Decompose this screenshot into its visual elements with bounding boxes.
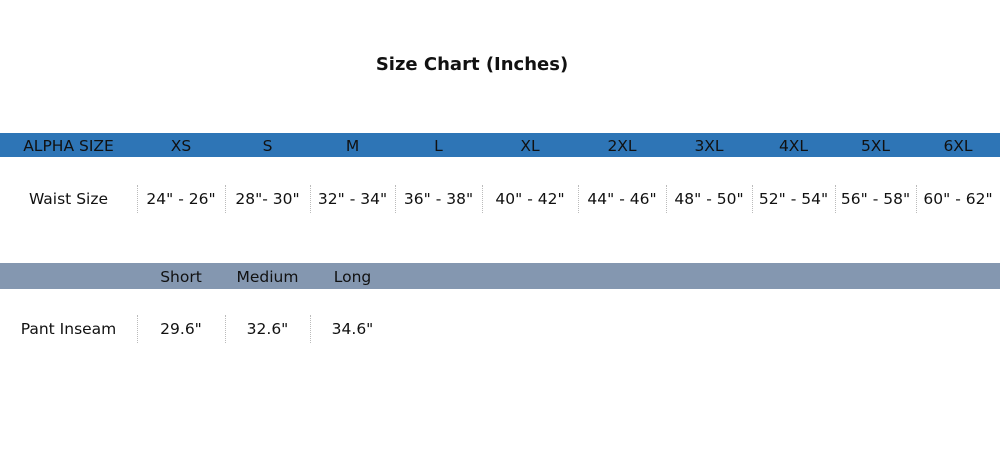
header-cell: Long <box>333 268 372 286</box>
data-cell: 32" - 34" <box>317 190 388 208</box>
header-cell: XS <box>170 137 192 155</box>
row-label: Waist Size <box>28 190 109 208</box>
data-cell: 34.6" <box>331 320 374 338</box>
data-cell: 28"- 30" <box>235 190 300 208</box>
data-cell: 29.6" <box>160 320 202 338</box>
header-cell: M <box>345 137 360 155</box>
header-cell: Medium <box>236 268 299 286</box>
separator <box>137 315 138 343</box>
separator <box>666 185 667 213</box>
header-cell: S <box>262 137 273 155</box>
data-cell: 40" - 42" <box>495 190 565 208</box>
data-cell: 48" - 50" <box>674 190 744 208</box>
header-cell: 2XL <box>607 137 637 155</box>
separator <box>225 185 226 213</box>
row-label: Pant Inseam <box>20 320 117 338</box>
separator <box>310 315 311 343</box>
separator <box>395 185 396 213</box>
data-cell: 32.6" <box>246 320 289 338</box>
separator <box>482 185 483 213</box>
data-cell: 56" - 58" <box>840 190 911 208</box>
separator <box>578 185 579 213</box>
header-cell: Short <box>160 268 202 286</box>
header-cell: 6XL <box>943 137 973 155</box>
separator <box>916 185 917 213</box>
data-cell: 44" - 46" <box>587 190 657 208</box>
data-cell: 60" - 62" <box>923 190 993 208</box>
separator <box>137 185 138 213</box>
separator <box>835 185 836 213</box>
header-bar <box>0 133 1000 157</box>
header-cell: 4XL <box>778 137 809 155</box>
data-cell: 52" - 54" <box>758 190 829 208</box>
header-cell: ALPHA SIZE <box>23 137 114 155</box>
header-bar <box>0 263 1000 289</box>
header-cell: 5XL <box>860 137 891 155</box>
title: Size Chart (Inches) <box>375 54 569 75</box>
header-cell: L <box>434 137 443 155</box>
data-cell: 36" - 38" <box>403 190 474 208</box>
header-cell: XL <box>520 137 540 155</box>
separator <box>752 185 753 213</box>
header-cell: 3XL <box>694 137 724 155</box>
separator <box>225 315 226 343</box>
data-cell: 24" - 26" <box>146 190 216 208</box>
separator <box>310 185 311 213</box>
